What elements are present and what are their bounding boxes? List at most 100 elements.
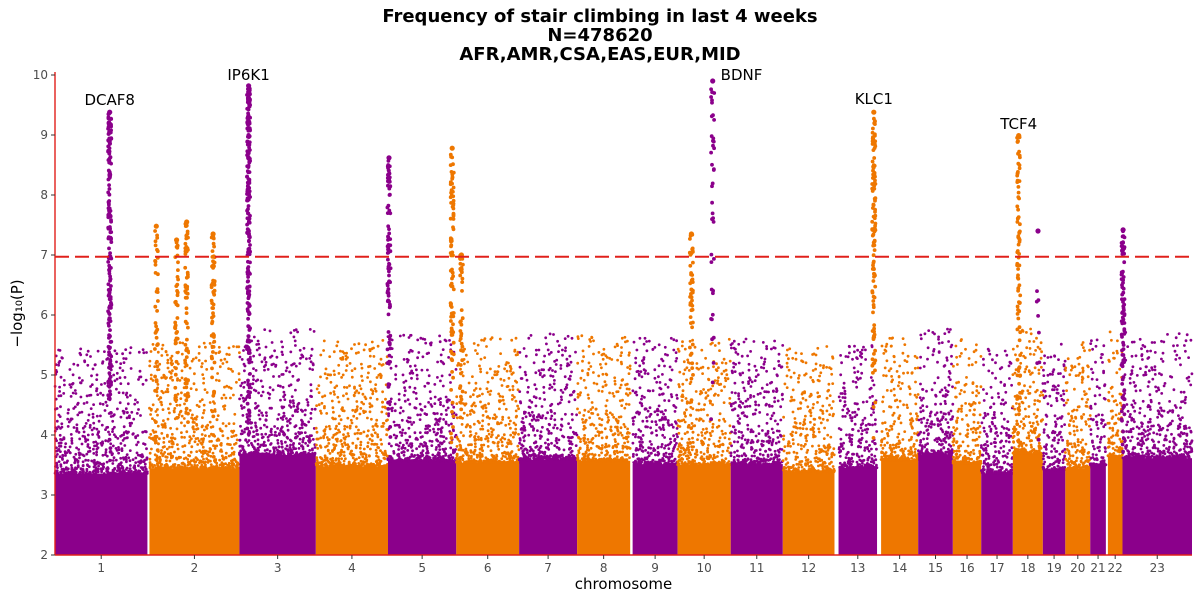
snp-point (626, 431, 630, 434)
snp-point (337, 460, 341, 464)
snp-point (577, 436, 581, 440)
snp-point (303, 413, 307, 417)
snp-point (747, 380, 750, 383)
snp-point (81, 460, 85, 464)
snp-point (736, 414, 740, 418)
snp-point (207, 459, 210, 462)
snp-point (582, 452, 586, 456)
snp-point (386, 418, 389, 422)
snp-point (436, 459, 440, 463)
snp-point (126, 411, 129, 414)
snp-point (643, 372, 647, 375)
chromosome-10-points (676, 337, 733, 555)
snp-point (670, 368, 674, 372)
snp-point (95, 453, 98, 457)
snp-point (353, 386, 356, 390)
snp-point (287, 453, 290, 457)
snp-point (509, 419, 512, 423)
snp-point (438, 451, 441, 455)
snp-point (280, 340, 283, 344)
snp-point (260, 433, 264, 436)
snp-point (93, 444, 96, 448)
snp-point (633, 377, 637, 381)
snp-point (481, 414, 485, 417)
snp-point (699, 451, 703, 454)
snp-point (674, 422, 678, 425)
snp-point (438, 340, 442, 344)
snp-point (116, 437, 120, 440)
snp-point (323, 372, 327, 376)
snp-point (606, 420, 610, 424)
snp-point (119, 382, 123, 385)
snp-point (540, 435, 543, 438)
snp-point (483, 403, 487, 407)
snp-point (366, 441, 370, 445)
snp-point (648, 406, 652, 410)
snp-point (498, 407, 501, 411)
snp-point (511, 371, 515, 375)
snp-point (83, 435, 86, 438)
snp-point (474, 404, 477, 408)
snp-point (339, 418, 343, 422)
snp-point (559, 395, 563, 399)
snp-point (242, 349, 245, 352)
snp-point (350, 421, 354, 425)
snp-point (472, 342, 476, 345)
snp-point (63, 383, 66, 387)
snp-point (511, 388, 515, 391)
snp-point (537, 369, 541, 372)
snp-point (455, 454, 459, 457)
snp-point (355, 405, 359, 408)
snp-point (70, 463, 73, 467)
chart-subtitle-n: N=478620 (547, 25, 653, 46)
snp-point (394, 373, 397, 377)
snp-point (563, 337, 567, 340)
snp-point (451, 451, 455, 455)
snp-point (715, 369, 719, 372)
snp-point (527, 336, 531, 340)
snp-point (600, 451, 603, 455)
snp-point (581, 359, 584, 363)
snp-point (770, 427, 774, 431)
snp-point (328, 355, 332, 358)
snp-point (70, 441, 74, 445)
snp-point (661, 423, 665, 427)
snp-point (704, 431, 707, 435)
snp-point (227, 367, 231, 370)
snp-point (92, 426, 96, 430)
snp-point (611, 433, 615, 437)
snp-point (90, 459, 94, 463)
snp-point (612, 457, 616, 461)
snp-point (69, 395, 73, 398)
snp-point (447, 423, 451, 427)
snp-point (438, 417, 442, 421)
snp-point (218, 365, 222, 369)
snp-point (149, 373, 153, 377)
snp-point (142, 351, 146, 355)
snp-point (148, 364, 152, 368)
snp-point (313, 407, 317, 411)
snp-point (592, 352, 595, 356)
snp-point (216, 437, 220, 441)
snp-point (156, 368, 159, 372)
snp-point (702, 442, 705, 446)
snp-point (238, 397, 242, 401)
snp-point (440, 374, 444, 378)
snp-point (159, 400, 163, 404)
snp-point (284, 440, 287, 444)
snp-point (401, 428, 405, 432)
snp-point (543, 398, 546, 401)
snp-point (150, 447, 153, 451)
snp-point (345, 464, 349, 468)
snp-point (533, 383, 537, 387)
snp-point (527, 385, 530, 389)
snp-point (724, 463, 728, 467)
snp-point (601, 357, 605, 361)
snp-point (168, 440, 171, 443)
snp-point (532, 428, 535, 432)
snp-point (701, 458, 704, 462)
snp-point (381, 400, 384, 404)
snp-point (237, 378, 241, 381)
snp-point (597, 453, 601, 457)
snp-point (128, 467, 132, 470)
